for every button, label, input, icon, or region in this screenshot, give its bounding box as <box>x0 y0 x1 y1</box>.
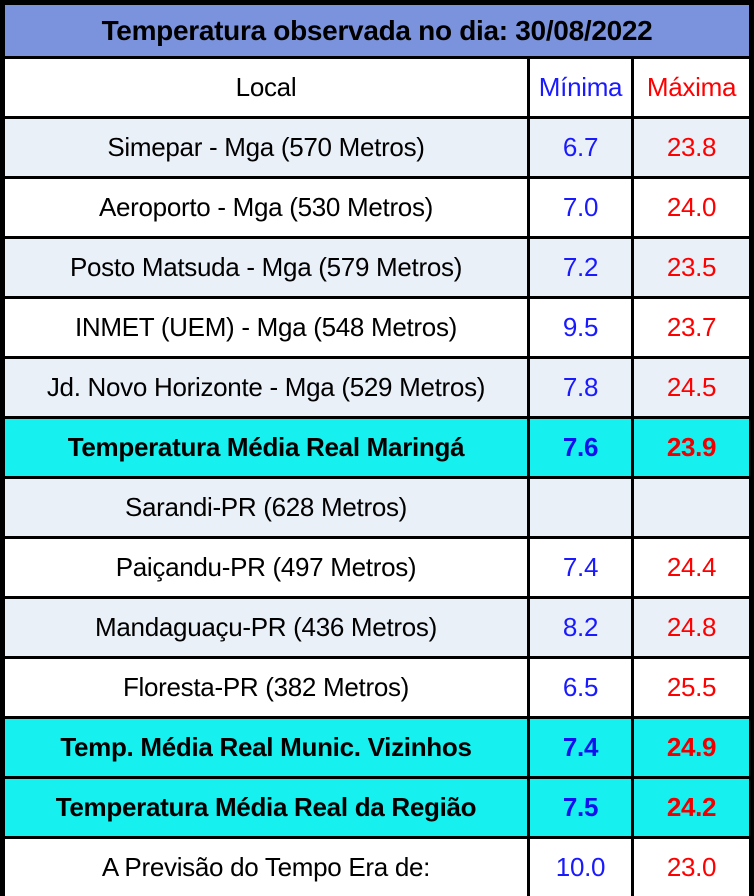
table-row: Posto Matsuda - Mga (579 Metros) 7.2 23.… <box>5 239 750 299</box>
row-local: Aeroporto - Mga (530 Metros) <box>5 179 530 239</box>
row-minima: 8.2 <box>530 599 634 659</box>
row-local: Temperatura Média Real Maringá <box>5 419 530 479</box>
row-local: A Previsão do Tempo Era de: <box>5 839 530 896</box>
row-local: INMET (UEM) - Mga (548 Metros) <box>5 299 530 359</box>
row-maxima: 24.9 <box>634 719 750 779</box>
table-row: Floresta-PR (382 Metros) 6.5 25.5 <box>5 659 750 719</box>
row-local: Temperatura Média Real da Região <box>5 779 530 839</box>
table-row: Jd. Novo Horizonte - Mga (529 Metros) 7.… <box>5 359 750 419</box>
header-local: Local <box>5 59 530 119</box>
header-minima: Mínima <box>530 59 634 119</box>
row-minima: 7.4 <box>530 719 634 779</box>
row-local: Floresta-PR (382 Metros) <box>5 659 530 719</box>
forecast-row: A Previsão do Tempo Era de: 10.0 23.0 <box>5 839 750 896</box>
table-title: Temperatura observada no dia: 30/08/2022 <box>5 5 750 59</box>
row-maxima: 24.5 <box>634 359 750 419</box>
average-row-region: Temperatura Média Real da Região 7.5 24.… <box>5 779 750 839</box>
row-local: Jd. Novo Horizonte - Mga (529 Metros) <box>5 359 530 419</box>
row-maxima <box>634 479 750 539</box>
row-local: Mandaguaçu-PR (436 Metros) <box>5 599 530 659</box>
header-maxima: Máxima <box>634 59 750 119</box>
row-minima: 9.5 <box>530 299 634 359</box>
average-row-maringa: Temperatura Média Real Maringá 7.6 23.9 <box>5 419 750 479</box>
row-local: Paiçandu-PR (497 Metros) <box>5 539 530 599</box>
row-minima: 7.5 <box>530 779 634 839</box>
table-row: Paiçandu-PR (497 Metros) 7.4 24.4 <box>5 539 750 599</box>
temperature-table: Temperatura observada no dia: 30/08/2022… <box>5 5 750 896</box>
row-minima: 7.4 <box>530 539 634 599</box>
table-row: Sarandi-PR (628 Metros) <box>5 479 750 539</box>
row-maxima: 24.2 <box>634 779 750 839</box>
row-maxima: 24.0 <box>634 179 750 239</box>
row-minima: 7.8 <box>530 359 634 419</box>
row-maxima: 24.4 <box>634 539 750 599</box>
row-maxima: 23.5 <box>634 239 750 299</box>
row-minima <box>530 479 634 539</box>
row-minima: 10.0 <box>530 839 634 896</box>
row-local: Temp. Média Real Munic. Vizinhos <box>5 719 530 779</box>
row-minima: 7.6 <box>530 419 634 479</box>
row-minima: 6.7 <box>530 119 634 179</box>
average-row-neighbors: Temp. Média Real Munic. Vizinhos 7.4 24.… <box>5 719 750 779</box>
row-minima: 7.2 <box>530 239 634 299</box>
table-row: Simepar - Mga (570 Metros) 6.7 23.8 <box>5 119 750 179</box>
table-row: Mandaguaçu-PR (436 Metros) 8.2 24.8 <box>5 599 750 659</box>
table-row: Aeroporto - Mga (530 Metros) 7.0 24.0 <box>5 179 750 239</box>
row-maxima: 25.5 <box>634 659 750 719</box>
row-maxima: 23.7 <box>634 299 750 359</box>
row-maxima: 23.8 <box>634 119 750 179</box>
row-local: Sarandi-PR (628 Metros) <box>5 479 530 539</box>
row-minima: 7.0 <box>530 179 634 239</box>
row-maxima: 24.8 <box>634 599 750 659</box>
row-maxima: 23.9 <box>634 419 750 479</box>
table-row: INMET (UEM) - Mga (548 Metros) 9.5 23.7 <box>5 299 750 359</box>
row-maxima: 23.0 <box>634 839 750 896</box>
row-local: Simepar - Mga (570 Metros) <box>5 119 530 179</box>
row-local: Posto Matsuda - Mga (579 Metros) <box>5 239 530 299</box>
row-minima: 6.5 <box>530 659 634 719</box>
